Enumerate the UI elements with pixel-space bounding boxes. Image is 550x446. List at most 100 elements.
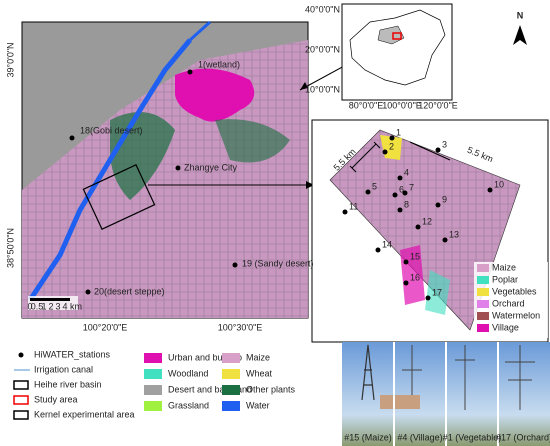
legend-label: Wheat: [246, 368, 273, 378]
station-label: 15: [410, 251, 420, 261]
legend-label: Heihe river basin: [34, 379, 102, 389]
symbol: [18, 352, 24, 358]
legend-label: Vegetables: [492, 286, 537, 296]
station-label: 1: [396, 127, 401, 137]
station: [425, 295, 431, 301]
scale-label: 2: [48, 301, 53, 311]
north-arrow: [513, 25, 527, 45]
legend-swatch: [477, 288, 489, 296]
legend-label: Kernel experimental area: [34, 409, 135, 419]
legend-label: Poplar: [492, 274, 518, 284]
station-label: 10: [494, 179, 504, 189]
station: [435, 202, 441, 208]
station: [403, 259, 409, 265]
legend-swatch: [477, 324, 489, 332]
legend-label: Water: [246, 400, 270, 410]
legend-swatch: [222, 369, 240, 379]
lat-label: 40°0'0"N: [305, 4, 340, 14]
main-map: [21, 20, 309, 319]
legend-swatch: [144, 401, 162, 411]
scale-label: km: [70, 301, 82, 311]
station-label: 4: [404, 167, 409, 177]
station-label: 9: [442, 194, 447, 204]
station-label: 20(desert steppe): [94, 286, 165, 296]
lat-label: 20°0'0"N: [305, 44, 340, 54]
station: [175, 165, 181, 171]
legend-swatch: [477, 300, 489, 308]
legend-swatch: [477, 264, 489, 272]
legend-swatch: [222, 385, 240, 395]
station-label: 8: [404, 199, 409, 209]
station: [365, 189, 371, 195]
legend-label: Maize: [492, 262, 516, 272]
legend-swatch: [144, 353, 162, 363]
photos: [342, 342, 550, 446]
lon-label: 100°20'0"E: [83, 322, 128, 332]
legend-swatch: [144, 369, 162, 379]
legend-label: Other plants: [246, 384, 296, 394]
lat-label: 10°0'0"N: [305, 84, 340, 94]
station: [389, 135, 395, 141]
legend-label: Maize: [246, 352, 270, 362]
photo-caption: #15 (Maize): [344, 432, 392, 442]
lon-label: 80°0'0"E: [349, 100, 384, 110]
photo-caption: #4 (Village): [397, 432, 442, 442]
station: [232, 262, 238, 268]
legend-label: Woodland: [168, 368, 208, 378]
station: [397, 207, 403, 213]
station: [342, 209, 348, 215]
station-label: 11: [349, 201, 358, 211]
symbol: [13, 380, 29, 390]
station: [392, 192, 398, 198]
station: [435, 147, 441, 153]
station-label: 3: [442, 139, 447, 149]
station: [487, 187, 493, 193]
scale-label: 4: [62, 301, 67, 311]
legend-label: Watermelon: [492, 310, 540, 320]
legend-swatch: [144, 385, 162, 395]
lon-label: 100°0'0"E: [382, 100, 422, 110]
station: [415, 224, 421, 230]
legend-label: Urban and built-up: [168, 352, 242, 362]
symbol: [13, 395, 29, 405]
photo-caption: #17 (Orchard): [496, 432, 550, 442]
station-label: 17: [432, 287, 442, 297]
station: [375, 247, 381, 253]
station-label: Zhangye City: [184, 162, 238, 172]
legend-label: HiWATER_stations: [34, 349, 111, 359]
station: [85, 289, 91, 295]
station-label: 16: [410, 272, 420, 282]
station-label: 6: [399, 184, 404, 194]
inset-map: [341, 3, 453, 101]
legend-label: Study area: [34, 394, 78, 404]
station: [397, 175, 403, 181]
symbol: [13, 410, 29, 420]
station-label: 12: [422, 216, 432, 226]
scale-label: 1: [41, 301, 46, 311]
lon-label: 120°0'0"E: [418, 100, 458, 110]
station-label: 14: [382, 239, 392, 249]
station-label: 7: [409, 182, 414, 192]
scale-label: 0.5: [31, 301, 44, 311]
station-label: 13: [449, 229, 459, 239]
station-label: 2: [389, 141, 394, 151]
legend-label: Orchard: [492, 298, 525, 308]
station: [69, 135, 75, 141]
station-label: 1(wetland): [198, 59, 240, 69]
legend-label: Irrigation canal: [34, 364, 93, 374]
legend-label: Desert and bare land: [168, 384, 252, 394]
station: [442, 237, 448, 243]
station-label: 18(Gobi desert): [80, 125, 143, 135]
north-label: N: [517, 10, 524, 20]
legend-label: Village: [492, 322, 519, 332]
lat-label: 39°0'0"N: [5, 42, 15, 77]
lat-label: 38°50'0"N: [5, 228, 15, 268]
photo-caption: #1 (Vegetable): [443, 432, 502, 442]
station: [402, 190, 408, 196]
scale-label: 0: [27, 301, 32, 311]
legend-swatch: [477, 276, 489, 284]
legend-label: Grassland: [168, 400, 209, 410]
station-label: 5: [372, 181, 377, 191]
legend-swatch: [222, 353, 240, 363]
